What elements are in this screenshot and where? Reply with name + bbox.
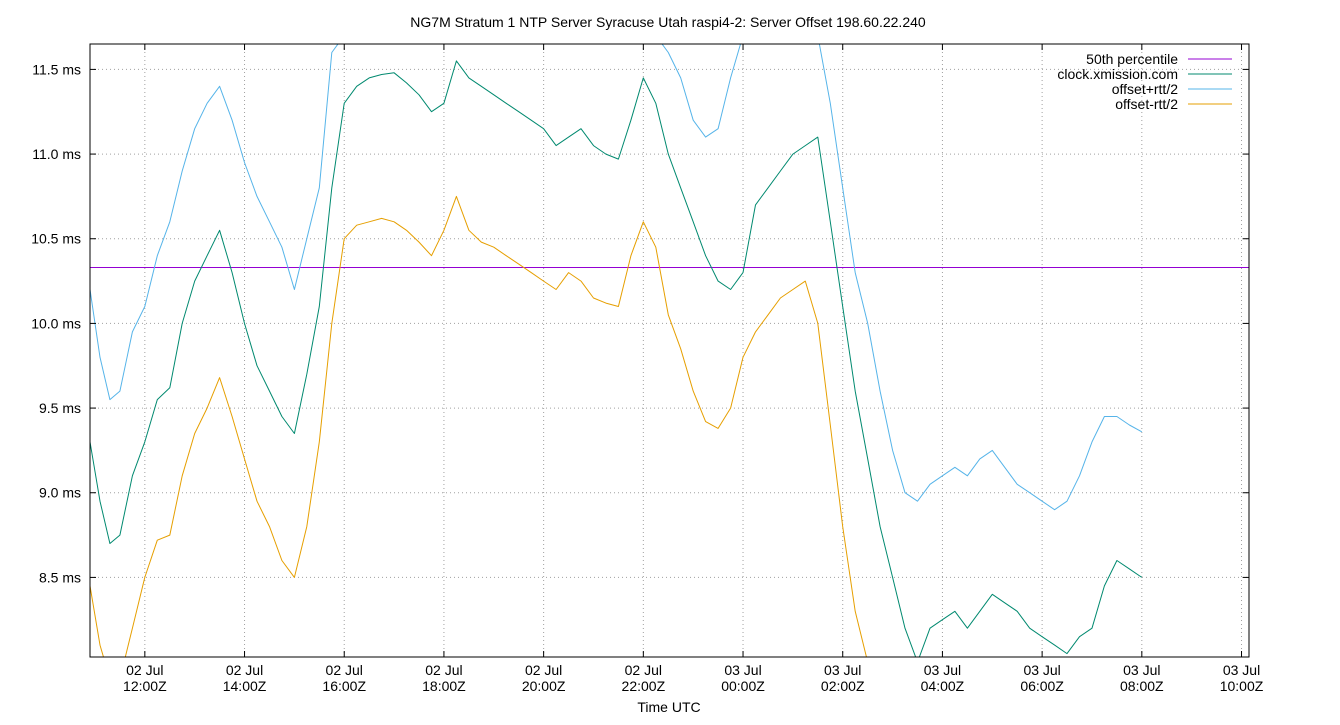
plot-frame <box>89 43 1250 658</box>
x-tick-label-date: 02 Jul <box>126 662 163 678</box>
x-tick-label-time: 08:00Z <box>1120 678 1164 694</box>
y-tick-label: 9.0 ms <box>39 485 81 501</box>
x-tick-label-time: 14:00Z <box>223 678 267 694</box>
x-tick-label-date: 03 Jul <box>824 662 861 678</box>
x-tick-label-time: 02:00Z <box>821 678 865 694</box>
x-tick-label-date: 02 Jul <box>425 662 462 678</box>
legend-label: 50th percentile <box>1086 51 1178 67</box>
x-tick-label-date: 03 Jul <box>724 662 761 678</box>
axes: 8.5 ms 9.0 ms 9.5 ms 10.0 ms 10.5 ms 11.0 ms 1… <box>31 44 1264 694</box>
y-tick-label: 11.5 ms <box>32 61 81 77</box>
y-tick-label: 10.0 ms <box>31 315 81 331</box>
y-tick-label: 11.0 ms <box>32 146 81 162</box>
x-tick-label-time: 04:00Z <box>921 678 965 694</box>
legend-label: offset-rtt/2 <box>1115 96 1178 112</box>
x-tick-label-time: 00:00Z <box>721 678 765 694</box>
x-tick-label-date: 03 Jul <box>1123 662 1160 678</box>
x-tick-label-date: 03 Jul <box>1223 662 1260 678</box>
legend: 50th percentileclock.xmission.comoffset+… <box>1057 51 1232 112</box>
x-tick-label-date: 03 Jul <box>924 662 961 678</box>
x-tick-label-date: 02 Jul <box>226 662 263 678</box>
series-line-clock-xmission-com <box>90 60 1143 657</box>
x-axis-label: Time UTC <box>637 699 700 715</box>
grid <box>90 44 1249 657</box>
legend-label: clock.xmission.com <box>1057 66 1178 82</box>
y-tick-label: 8.5 ms <box>39 569 81 585</box>
series-layer <box>90 44 1143 657</box>
x-tick-label-time: 20:00Z <box>522 678 566 694</box>
x-tick-label-time: 10:00Z <box>1220 678 1264 694</box>
y-tick-label: 9.5 ms <box>39 400 81 416</box>
y-tick-label: 10.5 ms <box>31 231 81 247</box>
series-line-offset-rtt-2 <box>90 44 1143 511</box>
x-tick-label-date: 03 Jul <box>1023 662 1060 678</box>
x-tick-label-date: 02 Jul <box>326 662 363 678</box>
x-tick-label-time: 18:00Z <box>422 678 466 694</box>
legend-label: offset+rtt/2 <box>1112 81 1178 97</box>
x-tick-label-date: 02 Jul <box>625 662 662 678</box>
x-tick-label-time: 22:00Z <box>622 678 666 694</box>
x-tick-label-time: 16:00Z <box>322 678 366 694</box>
chart-title: NG7M Stratum 1 NTP Server Syracuse Utah … <box>410 14 926 30</box>
x-tick-label-date: 02 Jul <box>525 662 562 678</box>
x-tick-label-time: 06:00Z <box>1020 678 1064 694</box>
x-tick-label-time: 12:00Z <box>123 678 167 694</box>
series-line-offset-rtt-2 <box>90 195 867 657</box>
